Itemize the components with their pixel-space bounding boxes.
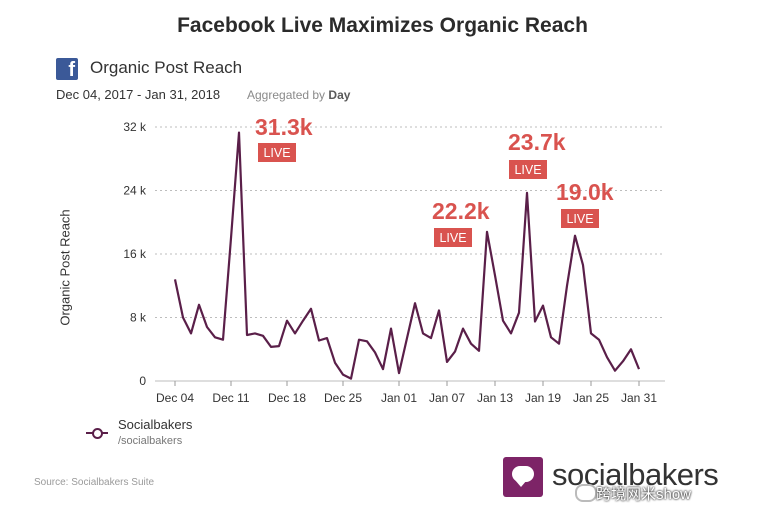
x-tick-label: Jan 13 bbox=[477, 391, 513, 405]
x-tick-label: Dec 11 bbox=[212, 391, 249, 405]
watermark-text: 跨境网米show bbox=[596, 486, 692, 503]
live-badge-label: LIVE bbox=[263, 146, 290, 160]
y-tick-label: 32 k bbox=[123, 120, 147, 134]
x-tick-label: Jan 07 bbox=[429, 391, 465, 405]
wechat-icon bbox=[575, 484, 597, 502]
legend-series-handle: /socialbakers bbox=[118, 435, 183, 447]
facebook-logo-icon: f bbox=[56, 58, 78, 81]
y-tick-label: 16 k bbox=[123, 247, 147, 261]
source-note: Source: Socialbakers Suite bbox=[34, 477, 155, 488]
series-line bbox=[173, 131, 641, 380]
live-badge-label: LIVE bbox=[439, 231, 466, 245]
live-badge bbox=[561, 209, 599, 228]
y-tick-label: 24 k bbox=[123, 184, 147, 198]
aggregation-prefix: Aggregated by bbox=[247, 88, 326, 102]
x-tick-label: Dec 25 bbox=[324, 391, 362, 405]
annotation-value: 19.0k bbox=[556, 179, 614, 205]
aggregation-label: Aggregated by Day bbox=[247, 88, 350, 102]
x-tick-label: Dec 18 bbox=[268, 391, 306, 405]
legend-dot-swatch bbox=[92, 428, 103, 439]
live-badge bbox=[509, 160, 547, 179]
live-badge-label: LIVE bbox=[514, 163, 541, 177]
chef-hat-icon bbox=[503, 457, 543, 497]
x-tick-label: Dec 04 bbox=[156, 391, 194, 405]
annotation-value: 31.3k bbox=[255, 114, 313, 140]
chart-main-title: Facebook Live Maximizes Organic Reach bbox=[177, 14, 588, 37]
legend-series-name: Socialbakers bbox=[118, 417, 193, 432]
y-tick-label: 8 k bbox=[130, 311, 147, 325]
x-tick-label: Jan 25 bbox=[573, 391, 609, 405]
live-badge-label: LIVE bbox=[566, 212, 593, 226]
aggregation-value: Day bbox=[328, 88, 351, 102]
live-badge bbox=[258, 143, 296, 162]
date-range: Dec 04, 2017 - Jan 31, 2018 bbox=[56, 87, 221, 102]
y-tick-label: 0 bbox=[139, 374, 146, 388]
x-tick-label: Jan 01 bbox=[381, 391, 417, 405]
chart-subtitle: Organic Post Reach bbox=[90, 58, 243, 77]
x-tick-label: Jan 19 bbox=[525, 391, 561, 405]
x-tick-label: Jan 31 bbox=[621, 391, 657, 405]
live-badge bbox=[434, 228, 472, 247]
annotation-value: 22.2k bbox=[432, 198, 490, 224]
annotation-value: 23.7k bbox=[508, 129, 566, 155]
